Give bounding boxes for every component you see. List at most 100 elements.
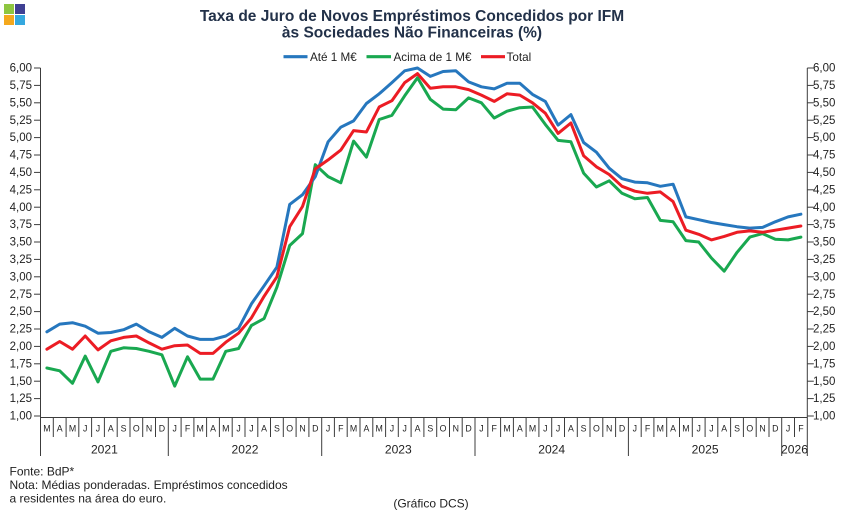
svg-text:M: M — [376, 424, 383, 434]
svg-text:D: D — [772, 424, 778, 434]
svg-text:2021: 2021 — [91, 442, 118, 456]
svg-text:1,50: 1,50 — [813, 376, 835, 388]
svg-text:2026: 2026 — [781, 442, 808, 456]
svg-text:A: A — [670, 424, 676, 434]
svg-text:Nota: Médias ponderadas. Empré: Nota: Médias ponderadas. Empréstimos con… — [10, 478, 288, 492]
svg-text:(Gráfico DCS): (Gráfico DCS) — [393, 497, 468, 511]
svg-text:3,25: 3,25 — [813, 254, 835, 266]
svg-text:1,00: 1,00 — [813, 411, 835, 423]
svg-text:A: A — [568, 424, 574, 434]
svg-text:3,75: 3,75 — [10, 219, 32, 231]
svg-text:4,00: 4,00 — [10, 202, 32, 214]
svg-text:J: J — [249, 424, 253, 434]
svg-text:A: A — [721, 424, 727, 434]
svg-text:J: J — [633, 424, 637, 434]
svg-text:A: A — [517, 424, 523, 434]
svg-text:M: M — [197, 424, 204, 434]
svg-text:N: N — [299, 424, 305, 434]
svg-text:Total: Total — [507, 51, 532, 64]
svg-text:M: M — [350, 424, 357, 434]
svg-text:A: A — [210, 424, 216, 434]
svg-text:1,75: 1,75 — [813, 358, 835, 370]
svg-text:J: J — [696, 424, 700, 434]
svg-text:Taxa de Juro de Novos Emprésti: Taxa de Juro de Novos Empréstimos Conced… — [200, 8, 624, 25]
svg-text:6,00: 6,00 — [10, 63, 32, 75]
svg-text:Acima de 1 M€: Acima de 1 M€ — [394, 51, 472, 64]
svg-text:3,25: 3,25 — [10, 254, 32, 266]
svg-text:1,25: 1,25 — [10, 393, 32, 405]
svg-text:S: S — [734, 424, 740, 434]
svg-text:M: M — [657, 424, 664, 434]
svg-text:J: J — [390, 424, 394, 434]
svg-text:N: N — [606, 424, 612, 434]
svg-text:às Sociedades Não Financeiras: às Sociedades Não Financeiras (%) — [282, 25, 542, 42]
svg-text:N: N — [759, 424, 765, 434]
svg-text:1,75: 1,75 — [10, 358, 32, 370]
svg-text:3,00: 3,00 — [10, 271, 32, 283]
svg-text:2,75: 2,75 — [10, 289, 32, 301]
svg-text:J: J — [83, 424, 87, 434]
svg-text:D: D — [159, 424, 165, 434]
svg-text:A: A — [108, 424, 114, 434]
svg-text:2,75: 2,75 — [813, 289, 835, 301]
svg-text:2022: 2022 — [232, 442, 259, 456]
svg-text:5,25: 5,25 — [813, 115, 835, 127]
svg-text:N: N — [453, 424, 459, 434]
svg-text:2025: 2025 — [692, 442, 719, 456]
svg-text:4,00: 4,00 — [813, 202, 835, 214]
svg-text:A: A — [57, 424, 63, 434]
svg-text:N: N — [146, 424, 152, 434]
svg-text:4,75: 4,75 — [10, 150, 32, 162]
svg-text:F: F — [185, 424, 191, 434]
svg-text:1,00: 1,00 — [10, 411, 32, 423]
svg-text:O: O — [286, 424, 293, 434]
svg-text:Até 1 M€: Até 1 M€ — [310, 51, 357, 64]
svg-text:3,00: 3,00 — [813, 271, 835, 283]
svg-text:4,75: 4,75 — [813, 150, 835, 162]
svg-text:J: J — [96, 424, 100, 434]
svg-text:J: J — [543, 424, 547, 434]
svg-text:M: M — [503, 424, 510, 434]
svg-text:J: J — [402, 424, 406, 434]
svg-text:O: O — [133, 424, 140, 434]
svg-text:3,50: 3,50 — [10, 237, 32, 249]
svg-text:3,75: 3,75 — [813, 219, 835, 231]
svg-text:Fonte: BdP*: Fonte: BdP* — [10, 465, 75, 479]
svg-text:M: M — [69, 424, 76, 434]
svg-text:6,00: 6,00 — [813, 63, 835, 75]
svg-text:2,25: 2,25 — [813, 324, 835, 336]
svg-text:F: F — [798, 424, 804, 434]
svg-text:4,50: 4,50 — [813, 167, 835, 179]
svg-text:M: M — [43, 424, 50, 434]
svg-text:4,25: 4,25 — [813, 184, 835, 196]
svg-text:F: F — [492, 424, 498, 434]
svg-text:S: S — [427, 424, 433, 434]
svg-text:D: D — [312, 424, 318, 434]
svg-text:5,25: 5,25 — [10, 115, 32, 127]
svg-text:O: O — [746, 424, 753, 434]
svg-text:5,50: 5,50 — [10, 97, 32, 109]
svg-text:O: O — [440, 424, 447, 434]
svg-text:5,50: 5,50 — [813, 97, 835, 109]
svg-text:1,50: 1,50 — [10, 376, 32, 388]
svg-text:J: J — [326, 424, 330, 434]
svg-text:5,75: 5,75 — [813, 80, 835, 92]
svg-text:M: M — [529, 424, 536, 434]
svg-text:J: J — [556, 424, 560, 434]
svg-text:D: D — [465, 424, 471, 434]
svg-text:J: J — [172, 424, 176, 434]
svg-text:1,25: 1,25 — [813, 393, 835, 405]
svg-text:D: D — [619, 424, 625, 434]
svg-text:2,00: 2,00 — [10, 341, 32, 353]
svg-text:A: A — [415, 424, 421, 434]
svg-text:4,50: 4,50 — [10, 167, 32, 179]
svg-text:5,75: 5,75 — [10, 80, 32, 92]
svg-text:2,50: 2,50 — [813, 306, 835, 318]
svg-text:M: M — [682, 424, 689, 434]
svg-text:a residentes na área do euro.: a residentes na área do euro. — [10, 491, 167, 505]
svg-text:M: M — [222, 424, 229, 434]
svg-text:3,50: 3,50 — [813, 237, 835, 249]
svg-text:S: S — [121, 424, 127, 434]
svg-text:2023: 2023 — [385, 442, 412, 456]
svg-text:F: F — [645, 424, 651, 434]
